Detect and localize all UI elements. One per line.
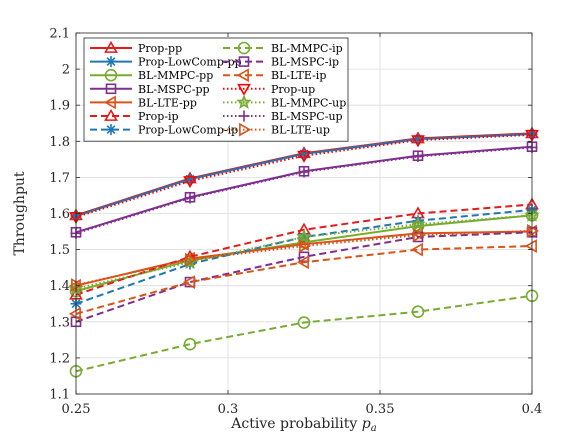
legend-marker xyxy=(236,68,249,83)
legend-label: BL-MMPC-up xyxy=(271,96,346,109)
legend-label: BL-MSPC-up xyxy=(271,110,343,123)
legend-marker xyxy=(103,95,116,110)
data-point-marker xyxy=(411,135,425,148)
legend-marker xyxy=(236,94,252,110)
legend-label: BL-MSPC-ip xyxy=(271,56,339,69)
y-tick-label: 1.7 xyxy=(49,171,70,186)
legend-item: BL-MSPC-up xyxy=(223,110,343,123)
data-point-marker xyxy=(297,150,311,163)
legend-item: BL-LTE-ip xyxy=(223,68,326,83)
legend-marker xyxy=(105,83,117,95)
legend-marker xyxy=(104,40,118,53)
y-tick-label: 1.5 xyxy=(49,243,70,258)
legend-item: Prop-pp xyxy=(90,40,182,55)
data-point-marker xyxy=(296,255,309,270)
y-tick-label: 1.6 xyxy=(49,207,70,222)
y-tick-label: 2.1 xyxy=(49,27,70,42)
x-tick-label: 0.3 xyxy=(218,402,239,417)
legend-item: Prop-LowComp-pp xyxy=(90,56,242,69)
legend-item: BL-MSPC-pp xyxy=(90,83,210,96)
legend-marker xyxy=(104,68,118,82)
data-point-marker xyxy=(184,192,196,204)
x-axis-label-subscript: a xyxy=(371,423,377,434)
series-bl-lte-ip xyxy=(68,239,537,321)
y-tick-label: 1.4 xyxy=(49,279,70,294)
data-point-marker xyxy=(410,242,423,257)
legend-marker xyxy=(237,83,251,96)
legend-item: Prop-ip xyxy=(90,108,179,123)
legend-item: Prop-up xyxy=(223,83,315,96)
series-line xyxy=(75,294,533,373)
y-axis-label: Throughput xyxy=(12,171,28,255)
legend-marker xyxy=(105,56,117,68)
y-tick-label: 1.2 xyxy=(49,351,70,366)
legend-label: BL-MSPC-pp xyxy=(138,83,210,96)
legend-item: BL-MMPC-ip xyxy=(223,41,343,55)
legend-item: BL-MMPC-pp xyxy=(90,68,213,82)
data-point-marker xyxy=(299,239,312,253)
x-tick-label: 0.25 xyxy=(62,402,91,417)
legend-marker xyxy=(239,122,252,137)
legend-label: BL-LTE-ip xyxy=(271,69,326,82)
data-point-marker xyxy=(185,252,198,267)
x-axis-label: Active probability pa xyxy=(230,416,376,434)
data-point-marker xyxy=(182,275,195,289)
data-point-marker xyxy=(413,228,426,243)
legend-marker xyxy=(238,56,250,67)
data-point-marker xyxy=(527,223,540,238)
legend-marker xyxy=(237,41,251,55)
x-tick-label: 0.4 xyxy=(522,402,543,417)
series-line xyxy=(75,244,533,315)
y-tick-label: 1.1 xyxy=(49,388,70,403)
legend-item: BL-MSPC-ip xyxy=(223,56,339,69)
ticks: 0.25 0.3 0.35 0.4 1.1 1.2 1.3 1.4 1.5 1.6 1.7 1.8 1.… xyxy=(49,27,542,418)
data-point-marker xyxy=(297,316,311,329)
data-point-marker xyxy=(524,239,537,253)
series-line xyxy=(75,133,533,219)
legend-marker xyxy=(238,110,250,122)
legend-marker xyxy=(104,108,118,121)
series-bl-lte-up xyxy=(71,223,540,292)
data-point-marker xyxy=(411,305,425,318)
legend: Prop-ppProp-LowComp-ppBL-MMPC-ppBL-MSPC-… xyxy=(83,37,349,142)
y-tick-label: 1.8 xyxy=(49,135,70,150)
data-point-marker xyxy=(183,176,197,189)
y-tick-label: 2 xyxy=(62,63,70,78)
legend-label: Prop-pp xyxy=(138,42,182,55)
legend-label: BL-MMPC-pp xyxy=(138,69,213,82)
legend-item: BL-MMPC-up xyxy=(223,94,346,110)
legend-item: Prop-LowComp-ip xyxy=(90,124,238,137)
data-point-marker xyxy=(410,216,426,231)
x-axis-label-text: Active probability xyxy=(230,416,361,432)
data-point-marker xyxy=(412,150,424,162)
legend-label: BL-MMPC-ip xyxy=(271,42,343,55)
x-axis-label-symbol: p xyxy=(362,416,371,432)
series-line xyxy=(75,231,533,323)
series-layer xyxy=(68,126,540,378)
legend-item: BL-LTE-up xyxy=(223,122,330,137)
data-point-marker xyxy=(68,306,81,321)
data-point-marker xyxy=(296,228,312,244)
y-tick-label: 1.9 xyxy=(49,99,70,114)
legend-label: Prop-up xyxy=(271,83,315,96)
legend-label: Prop-LowComp-pp xyxy=(138,56,242,69)
legend-label: Prop-LowComp-ip xyxy=(138,124,238,137)
legend-label: BL-LTE-up xyxy=(271,124,330,137)
legend-marker xyxy=(105,124,117,136)
data-point-marker xyxy=(298,166,310,178)
y-tick-label: 1.3 xyxy=(49,315,70,330)
legend-label: Prop-ip xyxy=(138,110,179,123)
data-point-marker xyxy=(71,278,84,292)
x-tick-label: 0.35 xyxy=(366,402,395,417)
legend-label: BL-LTE-pp xyxy=(138,96,197,109)
legend-item: BL-LTE-pp xyxy=(90,95,197,110)
data-point-marker xyxy=(183,337,197,351)
series-line xyxy=(75,229,533,286)
